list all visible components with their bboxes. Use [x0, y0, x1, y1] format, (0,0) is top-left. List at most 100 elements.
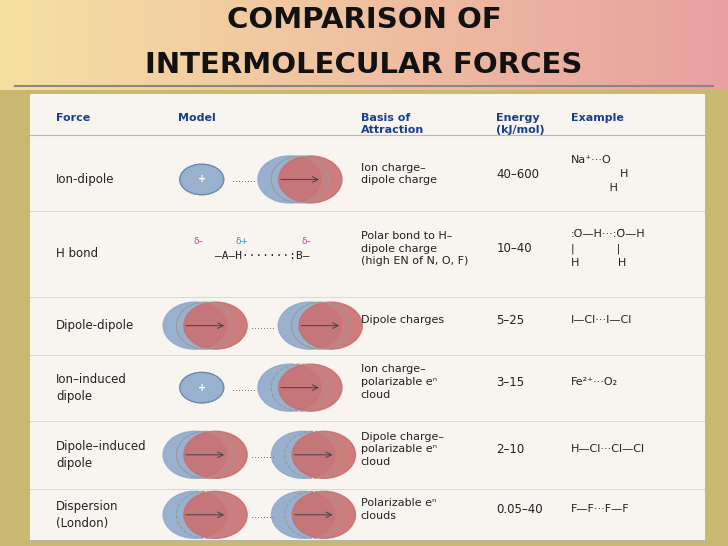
Text: Basis of
Attraction: Basis of Attraction — [361, 113, 424, 135]
Text: Ion charge–
polarizable eⁿ
cloud: Ion charge– polarizable eⁿ cloud — [361, 365, 437, 400]
Bar — [626, 0, 630, 90]
Bar — [4, 0, 7, 90]
Bar — [502, 0, 506, 90]
Bar — [353, 0, 357, 90]
Bar — [229, 0, 233, 90]
Bar — [444, 0, 448, 90]
Ellipse shape — [258, 156, 321, 203]
Ellipse shape — [163, 491, 226, 538]
Bar — [564, 0, 568, 90]
Bar — [706, 0, 710, 90]
Ellipse shape — [292, 431, 355, 478]
Text: ........: ........ — [250, 321, 274, 331]
Ellipse shape — [180, 372, 223, 403]
Bar — [368, 0, 371, 90]
Bar — [178, 0, 182, 90]
Bar — [288, 0, 291, 90]
Bar — [477, 0, 480, 90]
Bar — [55, 0, 58, 90]
Text: 40–600: 40–600 — [496, 168, 539, 181]
Bar — [189, 0, 193, 90]
Bar — [40, 0, 44, 90]
Bar — [215, 0, 218, 90]
Bar — [204, 0, 207, 90]
Bar — [262, 0, 266, 90]
Bar — [95, 0, 98, 90]
Bar — [258, 0, 262, 90]
Text: Dipole charge–
polarizable eⁿ
cloud: Dipole charge– polarizable eⁿ cloud — [361, 432, 444, 467]
Bar — [622, 0, 626, 90]
Bar — [546, 0, 550, 90]
Bar — [273, 0, 277, 90]
Bar — [670, 0, 673, 90]
Bar — [539, 0, 542, 90]
Bar — [269, 0, 273, 90]
Ellipse shape — [299, 302, 363, 349]
Bar — [346, 0, 349, 90]
Bar — [284, 0, 288, 90]
Bar — [51, 0, 55, 90]
Bar — [630, 0, 633, 90]
Text: ........: ........ — [250, 510, 274, 520]
Bar — [510, 0, 513, 90]
Bar — [222, 0, 226, 90]
Text: Dipole–induced
dipole: Dipole–induced dipole — [56, 440, 147, 470]
Text: Model: Model — [178, 113, 215, 123]
Bar — [713, 0, 717, 90]
Text: Dipole-dipole: Dipole-dipole — [56, 319, 135, 332]
Bar — [342, 0, 346, 90]
Bar — [29, 0, 33, 90]
Text: 10–40: 10–40 — [496, 242, 532, 255]
Ellipse shape — [272, 431, 335, 478]
Bar — [480, 0, 484, 90]
Bar — [142, 0, 146, 90]
Text: +: + — [198, 383, 206, 393]
Bar — [677, 0, 681, 90]
Bar — [568, 0, 571, 90]
Bar — [590, 0, 593, 90]
Bar — [437, 0, 440, 90]
Bar — [66, 0, 69, 90]
Bar — [193, 0, 197, 90]
Bar — [517, 0, 521, 90]
Bar — [91, 0, 95, 90]
Bar — [280, 0, 284, 90]
Bar — [15, 0, 18, 90]
Bar — [80, 0, 84, 90]
Bar — [633, 0, 637, 90]
Bar — [433, 0, 437, 90]
Text: H bond: H bond — [56, 247, 98, 260]
Ellipse shape — [292, 491, 355, 538]
Text: F—F···F—F: F—F···F—F — [571, 505, 630, 514]
Bar — [73, 0, 76, 90]
Bar — [302, 0, 306, 90]
Bar — [379, 0, 382, 90]
Bar — [207, 0, 211, 90]
Bar — [655, 0, 659, 90]
Bar — [153, 0, 157, 90]
Text: +: + — [198, 175, 206, 185]
Bar — [597, 0, 601, 90]
Bar — [218, 0, 222, 90]
Bar — [109, 0, 113, 90]
Bar — [266, 0, 269, 90]
Bar — [146, 0, 149, 90]
Ellipse shape — [272, 491, 335, 538]
Text: 5–25: 5–25 — [496, 314, 524, 327]
Bar — [615, 0, 619, 90]
Bar — [495, 0, 499, 90]
Bar — [419, 0, 422, 90]
Bar — [360, 0, 364, 90]
Bar — [426, 0, 430, 90]
Bar — [76, 0, 80, 90]
Bar — [571, 0, 575, 90]
Bar — [662, 0, 666, 90]
Bar — [699, 0, 703, 90]
Bar — [62, 0, 66, 90]
Bar — [531, 0, 535, 90]
Text: ........: ........ — [232, 383, 256, 393]
Bar — [601, 0, 604, 90]
Bar — [175, 0, 178, 90]
Bar — [648, 0, 652, 90]
Bar — [22, 0, 25, 90]
